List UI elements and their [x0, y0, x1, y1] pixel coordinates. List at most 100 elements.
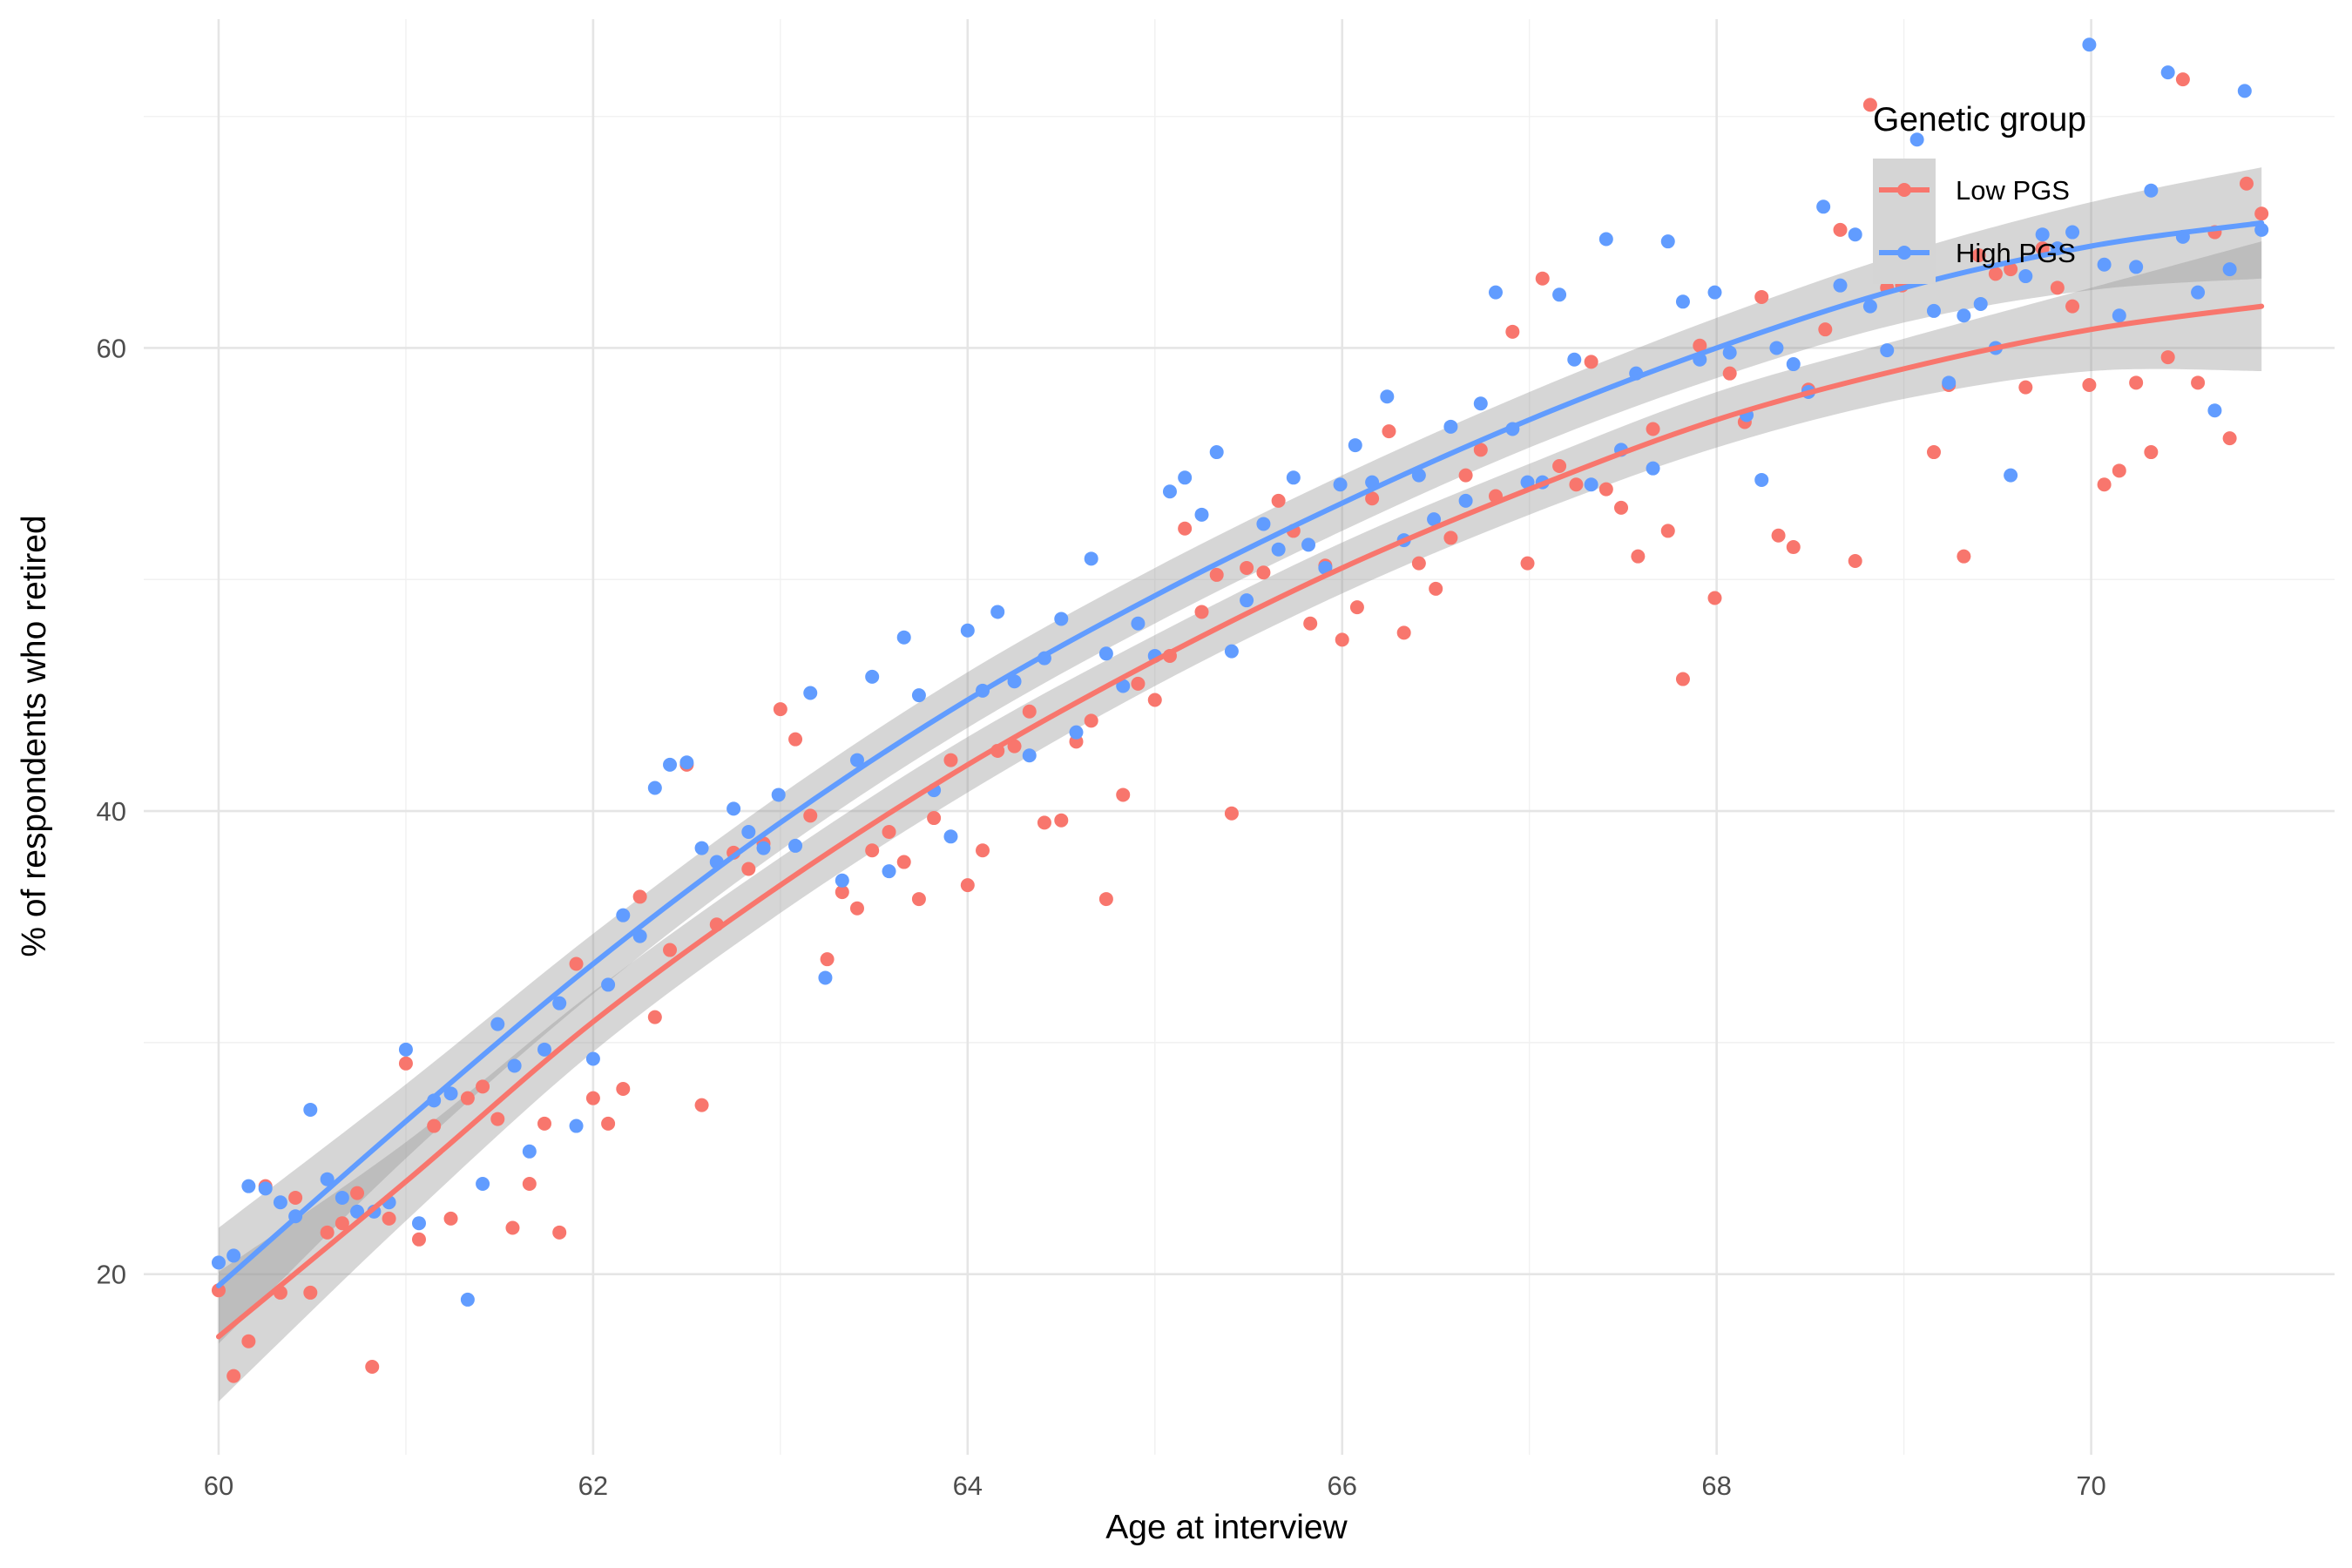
point-high-pgs — [727, 801, 741, 816]
point-high-pgs — [911, 688, 926, 703]
point-high-pgs — [788, 838, 803, 853]
point-low-pgs — [585, 1091, 600, 1105]
point-low-pgs — [1240, 560, 1254, 575]
x-tick-label: 64 — [953, 1470, 983, 1501]
point-high-pgs — [1271, 542, 1286, 557]
x-tick-label: 70 — [2076, 1470, 2105, 1501]
point-high-pgs — [1520, 475, 1535, 490]
point-high-pgs — [1348, 438, 1362, 453]
point-high-pgs — [211, 1255, 226, 1270]
point-high-pgs — [1754, 472, 1769, 487]
point-high-pgs — [1816, 199, 1831, 214]
point-high-pgs — [771, 787, 786, 802]
point-high-pgs — [1194, 507, 1209, 522]
point-low-pgs — [1957, 549, 1971, 564]
point-low-pgs — [335, 1216, 349, 1231]
point-low-pgs — [1147, 693, 1162, 707]
point-high-pgs — [960, 623, 975, 638]
point-high-pgs — [2018, 269, 2033, 284]
point-high-pgs — [460, 1292, 475, 1307]
y-tick-label: 40 — [97, 796, 126, 827]
point-low-pgs — [1971, 248, 1986, 263]
point-low-pgs — [1707, 591, 1722, 605]
point-low-pgs — [1178, 521, 1193, 536]
point-low-pgs — [2097, 477, 2112, 492]
point-low-pgs — [427, 1119, 442, 1133]
point-low-pgs — [1646, 422, 1660, 436]
point-low-pgs — [1848, 553, 1862, 568]
point-low-pgs — [569, 956, 584, 971]
point-low-pgs — [1349, 600, 1364, 615]
legend-key-low-pgs-point — [1897, 183, 1911, 197]
point-low-pgs — [476, 1079, 490, 1094]
legend-label-low-pgs: Low PGS — [1956, 175, 2070, 206]
point-high-pgs — [1552, 287, 1567, 302]
point-high-pgs — [443, 1086, 458, 1101]
grid — [144, 19, 2335, 1455]
point-low-pgs — [694, 1098, 709, 1112]
point-low-pgs — [1256, 565, 1271, 580]
point-high-pgs — [756, 841, 771, 855]
point-high-pgs — [1427, 512, 1442, 527]
point-high-pgs — [226, 1248, 241, 1263]
point-high-pgs — [1769, 341, 1784, 355]
point-high-pgs — [1443, 419, 1458, 434]
point-low-pgs — [2175, 72, 2190, 87]
point-low-pgs — [443, 1211, 458, 1226]
point-high-pgs — [1098, 646, 1113, 661]
point-low-pgs — [522, 1177, 537, 1192]
point-high-pgs — [303, 1102, 318, 1117]
x-tick-label: 68 — [1701, 1470, 1731, 1501]
point-low-pgs — [1303, 616, 1318, 631]
point-high-pgs — [1675, 294, 1690, 309]
point-low-pgs — [820, 952, 835, 967]
point-high-pgs — [2035, 227, 2050, 242]
point-low-pgs — [2191, 375, 2206, 390]
point-high-pgs — [835, 873, 849, 888]
point-high-pgs — [1660, 234, 1675, 249]
point-low-pgs — [490, 1112, 505, 1126]
point-low-pgs — [960, 878, 975, 893]
point-low-pgs — [803, 808, 818, 823]
point-low-pgs — [241, 1334, 256, 1348]
point-high-pgs — [616, 908, 631, 923]
point-low-pgs — [911, 892, 926, 907]
point-high-pgs — [663, 757, 678, 772]
point-high-pgs — [1301, 537, 1316, 552]
point-high-pgs — [1084, 551, 1098, 566]
x-tick-label: 66 — [1327, 1470, 1356, 1501]
point-high-pgs — [258, 1181, 273, 1196]
point-low-pgs — [1411, 556, 1426, 571]
point-low-pgs — [1194, 605, 1209, 619]
point-low-pgs — [2160, 350, 2175, 365]
point-low-pgs — [741, 862, 756, 876]
point-low-pgs — [1116, 787, 1131, 802]
point-low-pgs — [1054, 813, 1069, 828]
point-high-pgs — [411, 1216, 426, 1231]
point-high-pgs — [818, 970, 833, 985]
point-high-pgs — [1880, 343, 1895, 358]
point-high-pgs — [522, 1144, 537, 1159]
point-high-pgs — [2160, 65, 2175, 80]
point-high-pgs — [1833, 278, 1848, 293]
point-low-pgs — [1007, 739, 1022, 754]
point-low-pgs — [647, 1010, 662, 1024]
point-high-pgs — [1162, 484, 1177, 499]
point-high-pgs — [398, 1042, 413, 1057]
confidence-bands — [218, 167, 2262, 1402]
point-high-pgs — [679, 755, 694, 770]
point-high-pgs — [1069, 725, 1084, 740]
point-high-pgs — [320, 1172, 335, 1186]
point-high-pgs — [1116, 679, 1131, 693]
point-high-pgs — [1473, 396, 1488, 411]
point-low-pgs — [2050, 280, 2065, 295]
point-high-pgs — [1380, 389, 1395, 404]
point-low-pgs — [1458, 468, 1473, 483]
y-axis-ticks: 20 40 60 — [97, 333, 126, 1289]
point-high-pgs — [2065, 225, 2080, 240]
point-high-pgs — [943, 829, 958, 844]
point-high-pgs — [335, 1190, 349, 1205]
point-high-pgs — [1240, 593, 1254, 608]
point-low-pgs — [2004, 262, 2018, 277]
